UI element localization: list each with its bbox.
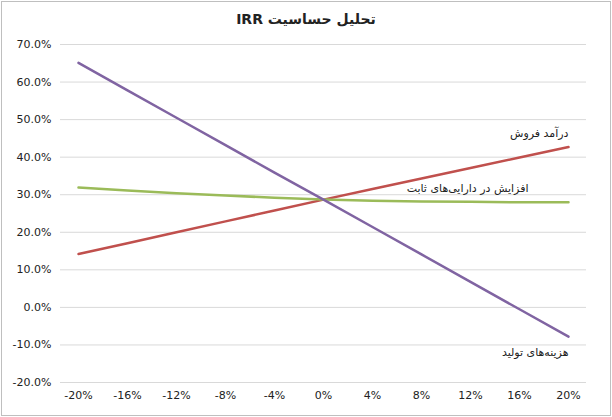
html-text:تحلیل حساسیت IRR: تحلیل حساسیت IRR	[236, 11, 376, 27]
svg-text:-16%: -16%	[113, 389, 141, 402]
svg-text:20.0%: 20.0%	[17, 226, 52, 239]
svg-text:-20%: -20%	[64, 389, 92, 402]
svg-text:20%: 20%	[556, 389, 580, 402]
svg-text:0.0%: 0.0%	[24, 301, 52, 314]
svg-text:50.0%: 50.0%	[17, 113, 52, 126]
svg-text:4%: 4%	[364, 389, 381, 402]
svg-text:12%: 12%	[458, 389, 482, 402]
svg-text:-12%: -12%	[162, 389, 190, 402]
svg-text:16%: 16%	[507, 389, 531, 402]
svg-text:8%: 8%	[413, 389, 430, 402]
svg-text:70.0%: 70.0%	[17, 38, 52, 51]
svg-text:-20.0%: -20.0%	[13, 376, 52, 389]
svg-text:0%: 0%	[315, 389, 332, 402]
svg-text:افزایش در دارایی‌های ثابت: افزایش در دارایی‌های ثابت	[407, 182, 529, 195]
svg-text:30.0%: 30.0%	[17, 188, 52, 201]
svg-text:هزینه‌های تولید: هزینه‌های تولید	[502, 346, 569, 359]
svg-text:درآمد فروش: درآمد فروش	[510, 126, 569, 140]
svg-text:-8%: -8%	[215, 389, 236, 402]
svg-text:-4%: -4%	[264, 389, 285, 402]
svg-text:40.0%: 40.0%	[17, 151, 52, 164]
svg-text:10.0%: 10.0%	[17, 263, 52, 276]
svg-text:60.0%: 60.0%	[17, 76, 52, 89]
svg-text:-10.0%: -10.0%	[13, 338, 52, 351]
